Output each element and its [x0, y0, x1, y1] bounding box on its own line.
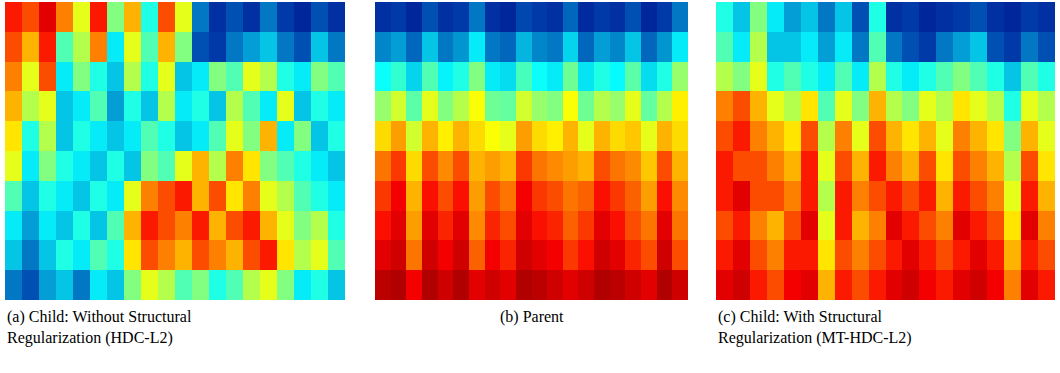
svg-text:(c) Child: With StructuralRegu: (c) Child: With StructuralRegularization…: [718, 308, 912, 347]
svg-text:(a) Child: Without StructuralR: (a) Child: Without StructuralRegularizat…: [7, 308, 192, 347]
svg-text:(b) Parent: (b) Parent: [500, 308, 564, 326]
